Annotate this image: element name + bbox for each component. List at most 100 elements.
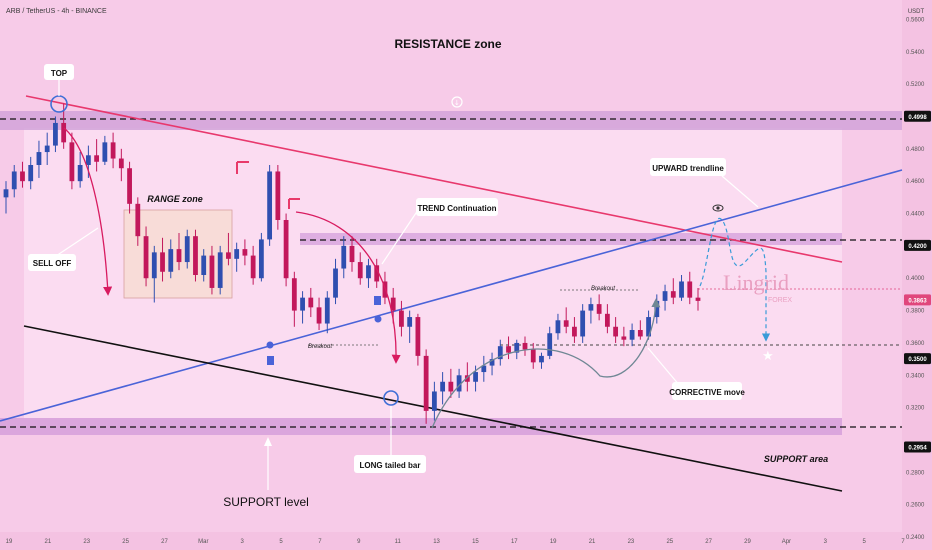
range-zone-label: RANGE zone [147, 194, 203, 204]
price-tick-label: 0.4800 [906, 147, 925, 153]
time-tick-label: 7 [318, 539, 322, 545]
candle [324, 291, 330, 334]
candle [399, 300, 404, 337]
candle [613, 317, 619, 343]
breakout-point-1 [266, 341, 274, 349]
candle [637, 320, 643, 340]
price-tick-label: 0.4600 [906, 179, 925, 185]
time-tick-label: 7 [901, 539, 905, 545]
breakout-label-1: Breakout [308, 344, 332, 350]
time-tick-label: 27 [705, 539, 712, 545]
price-axis[interactable]: USDT 0.5600 0.5400 0.5200 0.4800 0.4600 0.4400… [906, 9, 925, 541]
candle [275, 165, 281, 230]
upward-trendline-box [650, 158, 726, 176]
time-tick-label: 5 [862, 539, 866, 545]
upward-trendline-label: UPWARD trendline [652, 164, 724, 173]
candle [349, 236, 355, 272]
corrective-move-pointer [647, 347, 681, 387]
candle [217, 245, 223, 295]
candle [118, 148, 124, 182]
candle [596, 294, 602, 321]
time-tick-label: 21 [45, 539, 52, 545]
candle [184, 229, 190, 269]
time-tick-label: 3 [241, 539, 245, 545]
candle [440, 372, 446, 405]
time-tick-label: 19 [6, 539, 13, 545]
resistance-trendline[interactable] [25, 95, 843, 263]
candle [193, 229, 198, 282]
breakout-point-2 [374, 315, 382, 323]
time-tick-label: 3 [824, 539, 828, 545]
time-tick-label: Mar [198, 539, 208, 545]
candle [20, 161, 25, 188]
price-tick-label: 0.3600 [906, 341, 925, 347]
corrective-move-label: CORRECTIVE move [669, 388, 745, 397]
time-tick-label: 15 [472, 539, 479, 545]
trend-continuation-drop-arrow [295, 211, 401, 364]
candle [357, 252, 363, 285]
candle [110, 132, 116, 169]
price-tick-label: 0.4400 [906, 212, 925, 218]
candle [695, 287, 701, 311]
candle [28, 156, 34, 190]
price-tick-label: 0.5600 [906, 17, 925, 23]
level-price-tag: 0.2954 [904, 441, 931, 453]
candle [69, 132, 75, 190]
trend-continuation-pointer [381, 209, 419, 265]
corrective-move-arrow [431, 298, 661, 429]
candle [662, 284, 668, 311]
candle [53, 116, 58, 153]
candle [3, 181, 9, 214]
candle [629, 323, 635, 347]
candle [160, 237, 165, 282]
candle [267, 165, 273, 246]
time-tick-label: 11 [395, 539, 402, 545]
candle [135, 197, 141, 246]
time-tick-label: 5 [279, 539, 283, 545]
candle [151, 245, 157, 303]
time-axis[interactable]: 19 21 23 25 27 Mar 3 5 7 9 11 13 15 17 19 21 23 25 27 29 Apr… [6, 539, 906, 545]
candle [687, 271, 693, 305]
watermark-logo: Lingrid [723, 270, 789, 295]
resistance-zone-label: RESISTANCE zone [394, 37, 501, 51]
target-star-icon: ★ [762, 349, 774, 364]
currency-label: USDT [908, 9, 925, 15]
candle [646, 310, 651, 340]
candle [506, 336, 511, 360]
candle [539, 352, 544, 369]
upward-trendline-pointer [721, 175, 759, 208]
price-tick-label: 0.5200 [906, 82, 925, 88]
candle [522, 336, 528, 356]
candle [489, 352, 495, 376]
candle [11, 165, 17, 198]
candle [226, 232, 231, 266]
svg-text:0.3863: 0.3863 [908, 298, 927, 304]
projection-path [699, 217, 771, 342]
candle [341, 236, 347, 279]
candle [44, 132, 50, 165]
time-tick-label: 25 [122, 539, 129, 545]
upward-trendline[interactable] [0, 169, 903, 422]
candle [94, 139, 100, 172]
sell-off-pointer [55, 227, 99, 257]
time-tick-label: 13 [433, 539, 440, 545]
top-label-box [44, 64, 74, 80]
candle [563, 307, 569, 334]
time-tick-label: 19 [550, 539, 557, 545]
time-tick-label: 25 [666, 539, 673, 545]
buy-signal-icon-2 [374, 296, 381, 305]
candle [234, 242, 240, 272]
candle [127, 161, 132, 214]
price-tick-label: 0.3200 [906, 406, 925, 412]
candle [300, 291, 305, 324]
candle [497, 339, 503, 366]
breakout-label-2: Breakout [591, 286, 615, 292]
download-arrow-icon [451, 96, 463, 108]
candle [201, 249, 207, 282]
candle [258, 232, 264, 282]
candle [456, 368, 462, 398]
candle [588, 297, 594, 324]
price-tick-label: 0.2800 [906, 470, 925, 476]
